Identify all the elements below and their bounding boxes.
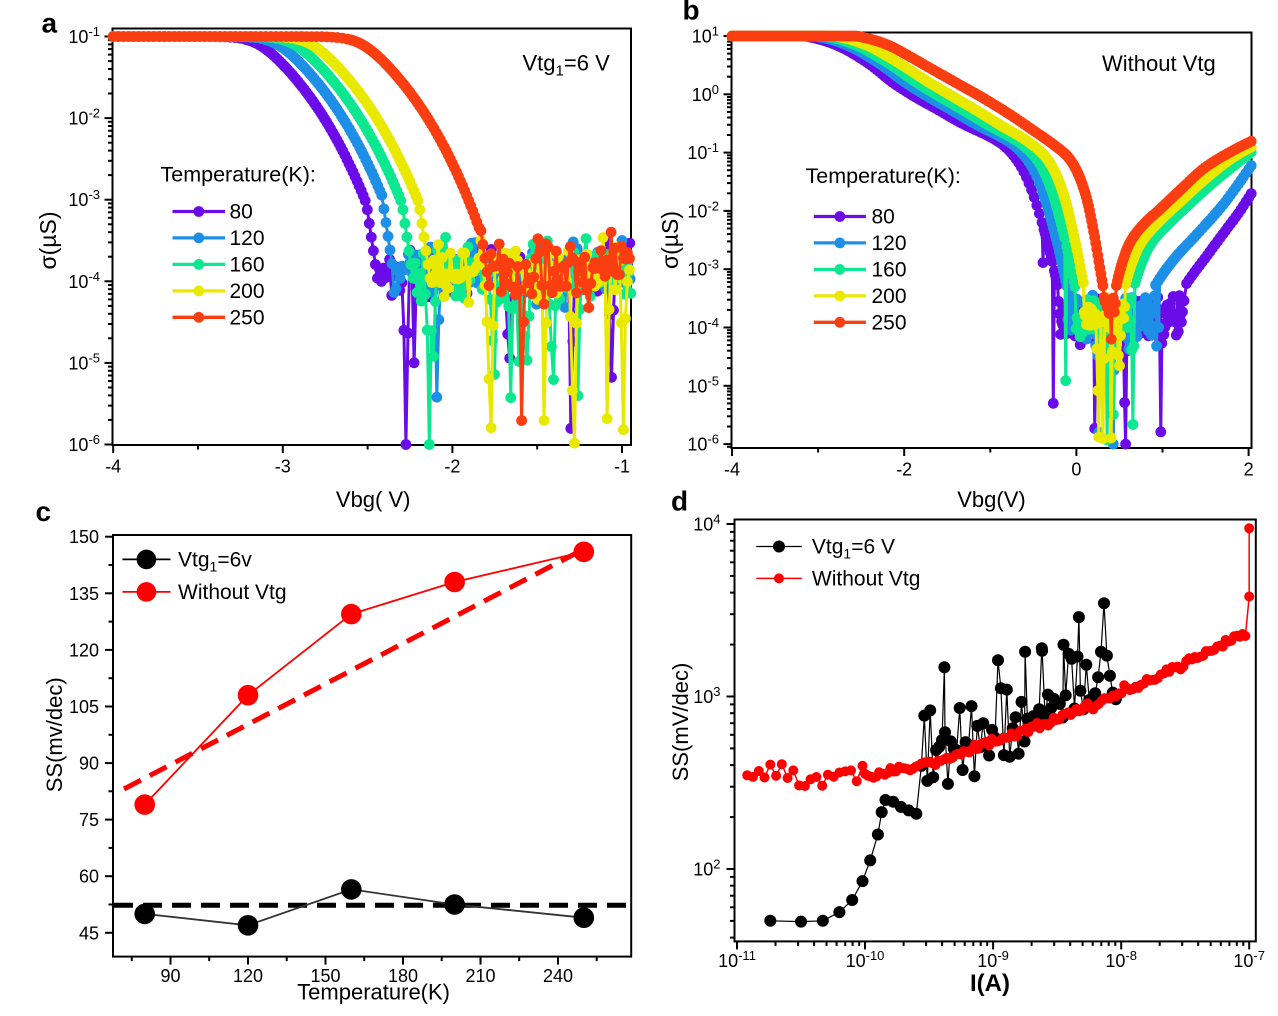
svg-text:105: 105 bbox=[69, 697, 99, 717]
svg-text:Temperature(K):: Temperature(K): bbox=[161, 163, 316, 187]
svg-text:80: 80 bbox=[872, 206, 895, 229]
svg-text:160: 160 bbox=[230, 253, 265, 276]
svg-text:120: 120 bbox=[872, 232, 907, 255]
svg-text:210: 210 bbox=[465, 966, 495, 986]
svg-text:150: 150 bbox=[310, 966, 340, 986]
svg-text:SS(mV/dec): SS(mV/dec) bbox=[668, 663, 693, 782]
svg-text:250: 250 bbox=[872, 311, 907, 334]
svg-text:90: 90 bbox=[160, 966, 180, 986]
svg-text:90: 90 bbox=[79, 754, 99, 774]
svg-text:120: 120 bbox=[230, 227, 265, 250]
svg-text:-4: -4 bbox=[724, 460, 740, 480]
svg-text:75: 75 bbox=[79, 810, 99, 830]
svg-text:240: 240 bbox=[543, 966, 573, 986]
svg-text:c: c bbox=[36, 496, 52, 527]
svg-text:d: d bbox=[671, 486, 688, 517]
svg-text:200: 200 bbox=[872, 285, 907, 308]
svg-text:Without Vtg: Without Vtg bbox=[1102, 51, 1216, 76]
svg-text:80: 80 bbox=[230, 201, 253, 224]
svg-text:-2: -2 bbox=[444, 457, 460, 477]
svg-text:σ(µS): σ(µS) bbox=[657, 211, 683, 269]
svg-text:-2: -2 bbox=[896, 460, 912, 480]
svg-text:-1: -1 bbox=[614, 457, 630, 477]
svg-text:120: 120 bbox=[233, 966, 263, 986]
svg-text:60: 60 bbox=[79, 867, 99, 887]
svg-text:0: 0 bbox=[1071, 460, 1081, 480]
svg-text:Vbg(V): Vbg(V) bbox=[957, 487, 1025, 512]
svg-text:a: a bbox=[42, 8, 58, 39]
svg-text:Temperature(K): Temperature(K) bbox=[297, 980, 450, 1005]
svg-text:b: b bbox=[683, 0, 700, 26]
svg-text:I(A): I(A) bbox=[970, 970, 1010, 997]
svg-text:-3: -3 bbox=[275, 457, 291, 477]
svg-text:250: 250 bbox=[230, 306, 265, 329]
svg-text:45: 45 bbox=[79, 923, 99, 943]
svg-text:-4: -4 bbox=[105, 457, 121, 477]
svg-text:180: 180 bbox=[388, 966, 418, 986]
svg-text:2: 2 bbox=[1244, 460, 1254, 480]
svg-text:SS(mv/dec): SS(mv/dec) bbox=[42, 677, 67, 792]
svg-text:σ(µS): σ(µS) bbox=[35, 211, 61, 269]
svg-text:Without Vtg: Without Vtg bbox=[178, 581, 287, 604]
svg-text:Vbg( V): Vbg( V) bbox=[336, 487, 411, 512]
svg-text:120: 120 bbox=[69, 640, 99, 660]
svg-text:160: 160 bbox=[872, 258, 907, 281]
svg-text:Vtg1=6 V: Vtg1=6 V bbox=[523, 51, 611, 80]
svg-text:Temperature(K):: Temperature(K): bbox=[806, 164, 961, 188]
svg-text:150: 150 bbox=[69, 527, 99, 547]
svg-text:135: 135 bbox=[69, 584, 99, 604]
svg-text:Vtg1=6 V: Vtg1=6 V bbox=[812, 536, 895, 562]
svg-text:Without Vtg: Without Vtg bbox=[812, 567, 921, 590]
svg-text:200: 200 bbox=[230, 280, 265, 303]
svg-text:Vtg1=6v: Vtg1=6v bbox=[178, 548, 252, 574]
